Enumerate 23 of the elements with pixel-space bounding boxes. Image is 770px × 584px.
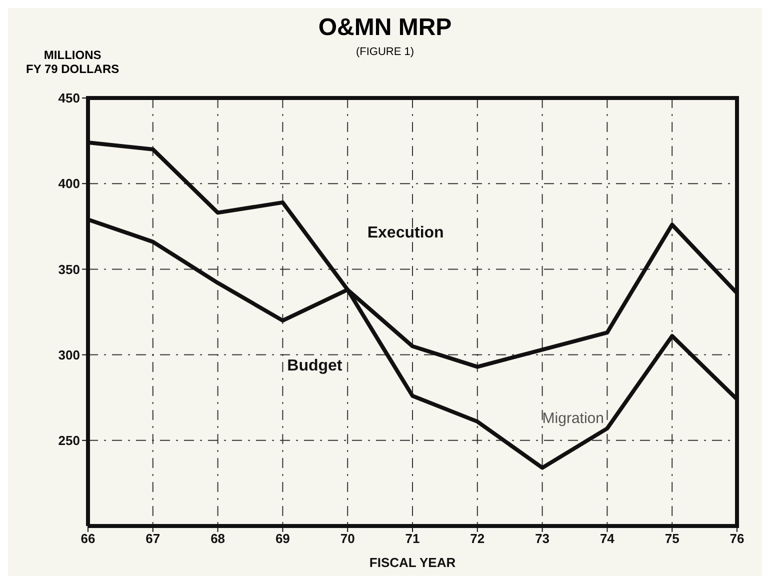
y-tick-label: 350 <box>58 262 80 277</box>
x-tick-label: 68 <box>210 531 226 546</box>
text: Execution <box>367 224 444 242</box>
y-tick-label: 450 <box>58 90 80 106</box>
chart-title: O&MN MRP <box>317 14 453 42</box>
x-tick-label: 73 <box>535 531 550 546</box>
x-tick-label: 74 <box>600 531 616 546</box>
annotation: Migration <box>542 410 604 428</box>
x-tick-label: 71 <box>405 531 420 546</box>
x-tick-label: 70 <box>340 531 355 546</box>
chart-subtitle: (FIGURE 1) <box>356 46 414 58</box>
y-tick-label: 250 <box>58 433 80 448</box>
x-tick-label: 67 <box>146 531 160 546</box>
y-tick-label: 300 <box>58 347 80 362</box>
x-tick-label: 66 <box>80 531 96 546</box>
y-axis-title: MILLIONS FY 79 DOLLARS <box>26 48 120 76</box>
y-tick-label: 400 <box>58 176 80 192</box>
x-tick-label: 72 <box>470 531 485 546</box>
x-axis-title: FISCAL YEAR <box>369 555 456 570</box>
x-tick-label: 75 <box>664 531 680 546</box>
x-tick-label: 76 <box>730 531 744 546</box>
x-tick-label: 69 <box>275 531 290 546</box>
text: Budget <box>287 358 343 375</box>
